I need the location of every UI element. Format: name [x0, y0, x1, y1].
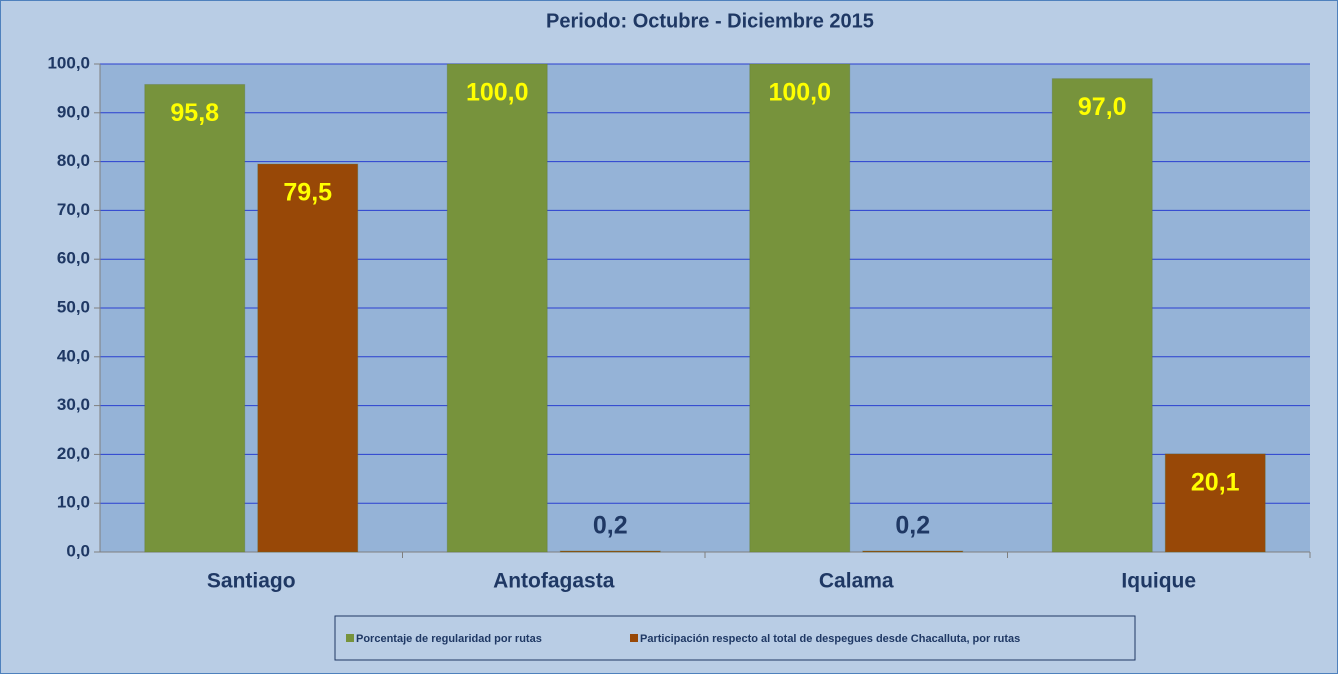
- value-label: 100,0: [466, 79, 529, 107]
- y-tick-label: 50,0: [57, 297, 90, 316]
- value-label: 95,8: [170, 99, 219, 127]
- y-tick-label: 90,0: [57, 102, 90, 121]
- y-tick-label: 0,0: [66, 541, 90, 560]
- x-tick-label: Calama: [819, 570, 894, 593]
- legend-marker: [630, 634, 638, 642]
- legend: [334, 615, 1136, 661]
- value-label: 0,2: [895, 512, 930, 540]
- y-tick-label: 100,0: [47, 53, 90, 72]
- bar: [862, 550, 964, 553]
- y-tick-label: 70,0: [57, 200, 90, 219]
- legend-label: Porcentaje de regularidad por rutas: [356, 633, 542, 645]
- bar: [749, 63, 851, 553]
- y-tick-label: 20,0: [57, 444, 90, 463]
- y-tick-label: 30,0: [57, 395, 90, 414]
- bar: [1164, 453, 1266, 553]
- y-tick-label: 80,0: [57, 151, 90, 170]
- value-label: 100,0: [768, 79, 831, 107]
- bar: [257, 163, 359, 553]
- value-label: 0,2: [593, 512, 628, 540]
- bar: [559, 550, 661, 553]
- y-tick-label: 60,0: [57, 249, 90, 268]
- x-tick-label: Antofagasta: [493, 570, 615, 593]
- bar: [1051, 78, 1153, 553]
- legend-label: Participación respecto al total de despe…: [640, 633, 1020, 645]
- value-label: 97,0: [1078, 93, 1127, 121]
- x-tick-label: Iquique: [1121, 570, 1196, 593]
- y-tick-label: 40,0: [57, 346, 90, 365]
- value-label: 79,5: [283, 179, 332, 207]
- chart-title: Periodo: Octubre - Diciembre 2015: [546, 10, 874, 32]
- value-label: 20,1: [1191, 469, 1240, 497]
- bar: [144, 83, 246, 553]
- y-tick-label: 10,0: [57, 493, 90, 512]
- x-tick-label: Santiago: [207, 570, 296, 593]
- bar: [446, 63, 548, 553]
- legend-marker: [346, 634, 354, 642]
